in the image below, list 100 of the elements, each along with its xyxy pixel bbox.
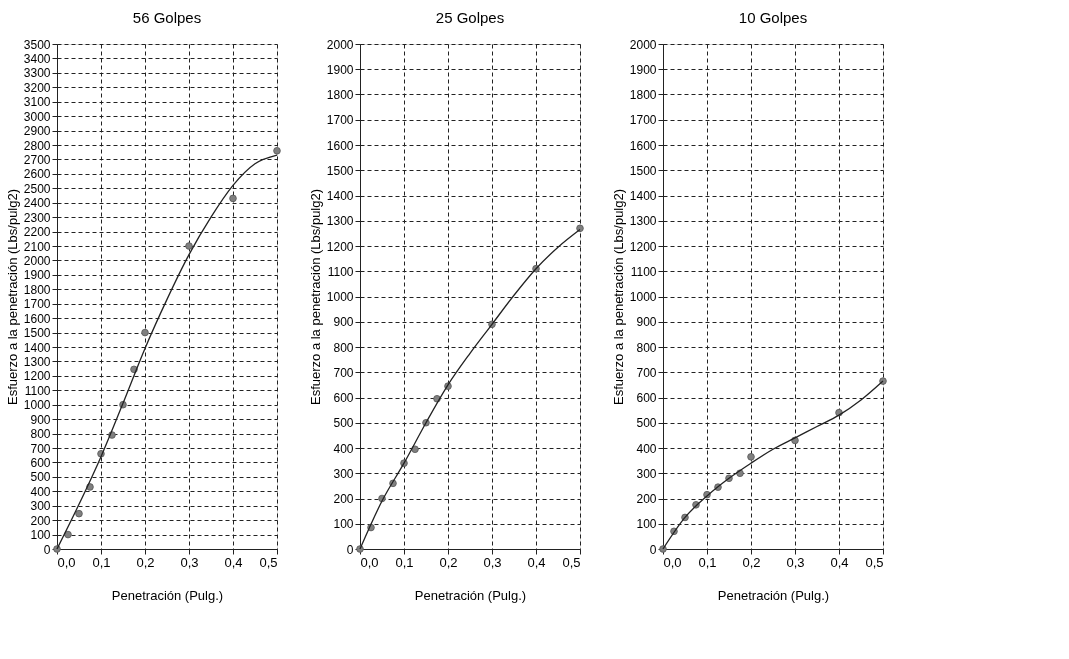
y-tick-label: 700 [333,365,354,380]
y-tick-label: 800 [30,427,51,442]
chart-title: 25 Golpes [435,9,505,26]
y-tick-label: 3300 [23,66,51,81]
y-tick-label: 1500 [629,163,657,178]
y-tick-label: 1400 [629,189,657,203]
y-tick-label: 1600 [23,311,51,326]
y-tick-label: 2400 [23,196,51,211]
x-tick-label: 0,5 [259,554,278,570]
y-tick-label: 1400 [23,340,51,355]
y-tick-label: 1700 [629,113,657,128]
x-tick-label: 0,5 [562,554,581,570]
y-tick-label: 700 [636,365,657,380]
y-tick-label: 2000 [629,37,657,52]
y-tick-label: 400 [30,484,51,499]
y-tick-label: 500 [30,470,51,485]
y-tick-label: 200 [333,492,354,506]
y-tick-label: 100 [333,517,354,532]
y-tick-label: 1800 [23,282,51,297]
y-tick-label: 500 [333,416,354,431]
y-tick-label: 2600 [23,167,51,182]
y-tick-label: 1200 [326,239,354,254]
y-tick-label: 300 [333,466,354,481]
y-tick-label: 1000 [326,290,354,304]
y-tick-label: 600 [333,391,354,405]
x-tick-label: 0,0 [663,554,682,570]
y-tick-label: 1800 [326,88,354,102]
y-tick-label: 1300 [23,354,51,369]
y-tick-label: 1000 [629,290,657,304]
x-tick-label: 0,2 [742,554,761,570]
y-tick-label: 1100 [630,264,657,279]
y-tick-label: 1100 [327,264,354,279]
y-tick-label: 600 [30,455,51,470]
y-axis-title: Esfuerzo a la penetración (Lbs/pulg2) [610,188,626,406]
y-tick-label: 400 [333,441,354,456]
y-tick-label: 100 [636,517,657,532]
y-tick-label: 3200 [23,80,51,95]
y-tick-label: 3500 [23,37,51,52]
y-tick-label: 1400 [326,189,354,203]
x-tick-label: 0,1 [92,554,111,570]
y-tick-label: 1600 [629,138,657,153]
x-tick-label: 0,0 [57,554,76,570]
chart-title: 10 Golpes [738,9,808,26]
y-tick-label: 1700 [23,297,51,312]
y-tick-label: 1100 [24,383,51,398]
y-tick-label: 3000 [23,109,51,124]
y-tick-label: 1500 [23,326,51,341]
y-tick-label: 900 [333,315,354,330]
x-tick-label: 0,1 [698,554,717,570]
y-tick-label: 1800 [629,88,657,102]
y-axis-title: Esfuerzo a la penetración (Lbs/pulg2) [4,188,20,406]
x-axis-title: Penetración (Pulg.) [111,587,224,603]
y-tick-label: 2000 [326,37,354,52]
x-tick-label: 0,0 [360,554,379,570]
y-tick-label: 200 [636,492,657,506]
y-tick-label: 1200 [629,239,657,254]
x-tick-label: 0,2 [136,554,155,570]
y-tick-label: 200 [30,513,51,528]
x-axis-title: Penetración (Pulg.) [414,587,527,603]
x-tick-label: 0,4 [527,554,546,570]
x-axis-title: Penetración (Pulg.) [717,587,830,603]
y-tick-label: 1500 [326,163,354,178]
y-tick-label: 1900 [326,62,354,77]
y-tick-label: 800 [333,340,354,355]
y-tick-label: 1300 [629,214,657,229]
y-tick-label: 0 [346,542,354,557]
y-tick-label: 2500 [23,181,51,196]
y-axis-title: Esfuerzo a la penetración (Lbs/pulg2) [307,188,323,406]
y-tick-label: 1900 [629,62,657,77]
y-tick-label: 900 [636,315,657,330]
y-tick-label: 1700 [326,113,354,128]
y-tick-label: 300 [636,466,657,481]
y-tick-label: 800 [636,340,657,355]
y-tick-label: 3400 [23,51,51,66]
y-tick-label: 900 [30,412,51,427]
x-tick-label: 0,5 [865,554,884,570]
y-tick-label: 1600 [326,138,354,153]
y-tick-label: 1300 [326,214,354,229]
y-tick-label: 700 [30,441,51,456]
y-tick-label: 600 [636,391,657,405]
x-tick-label: 0,4 [830,554,849,570]
y-tick-label: 2800 [23,138,51,153]
y-tick-label: 300 [30,499,51,514]
y-tick-label: 0 [43,542,51,557]
y-tick-label: 0 [649,542,657,557]
y-tick-label: 2700 [23,152,51,167]
y-tick-label: 100 [30,528,51,543]
y-tick-label: 1200 [23,369,51,384]
y-tick-label: 2100 [23,239,51,254]
x-tick-label: 0,3 [180,554,199,570]
chart-title: 56 Golpes [132,9,202,26]
x-tick-label: 0,2 [439,554,458,570]
y-tick-label: 2200 [23,225,51,240]
y-tick-label: 400 [636,441,657,456]
y-tick-label: 1000 [23,398,51,413]
y-tick-label: 500 [636,416,657,431]
y-tick-label: 2900 [23,124,51,139]
x-tick-label: 0,3 [786,554,805,570]
x-tick-label: 0,4 [224,554,243,570]
y-tick-label: 1900 [23,268,51,283]
